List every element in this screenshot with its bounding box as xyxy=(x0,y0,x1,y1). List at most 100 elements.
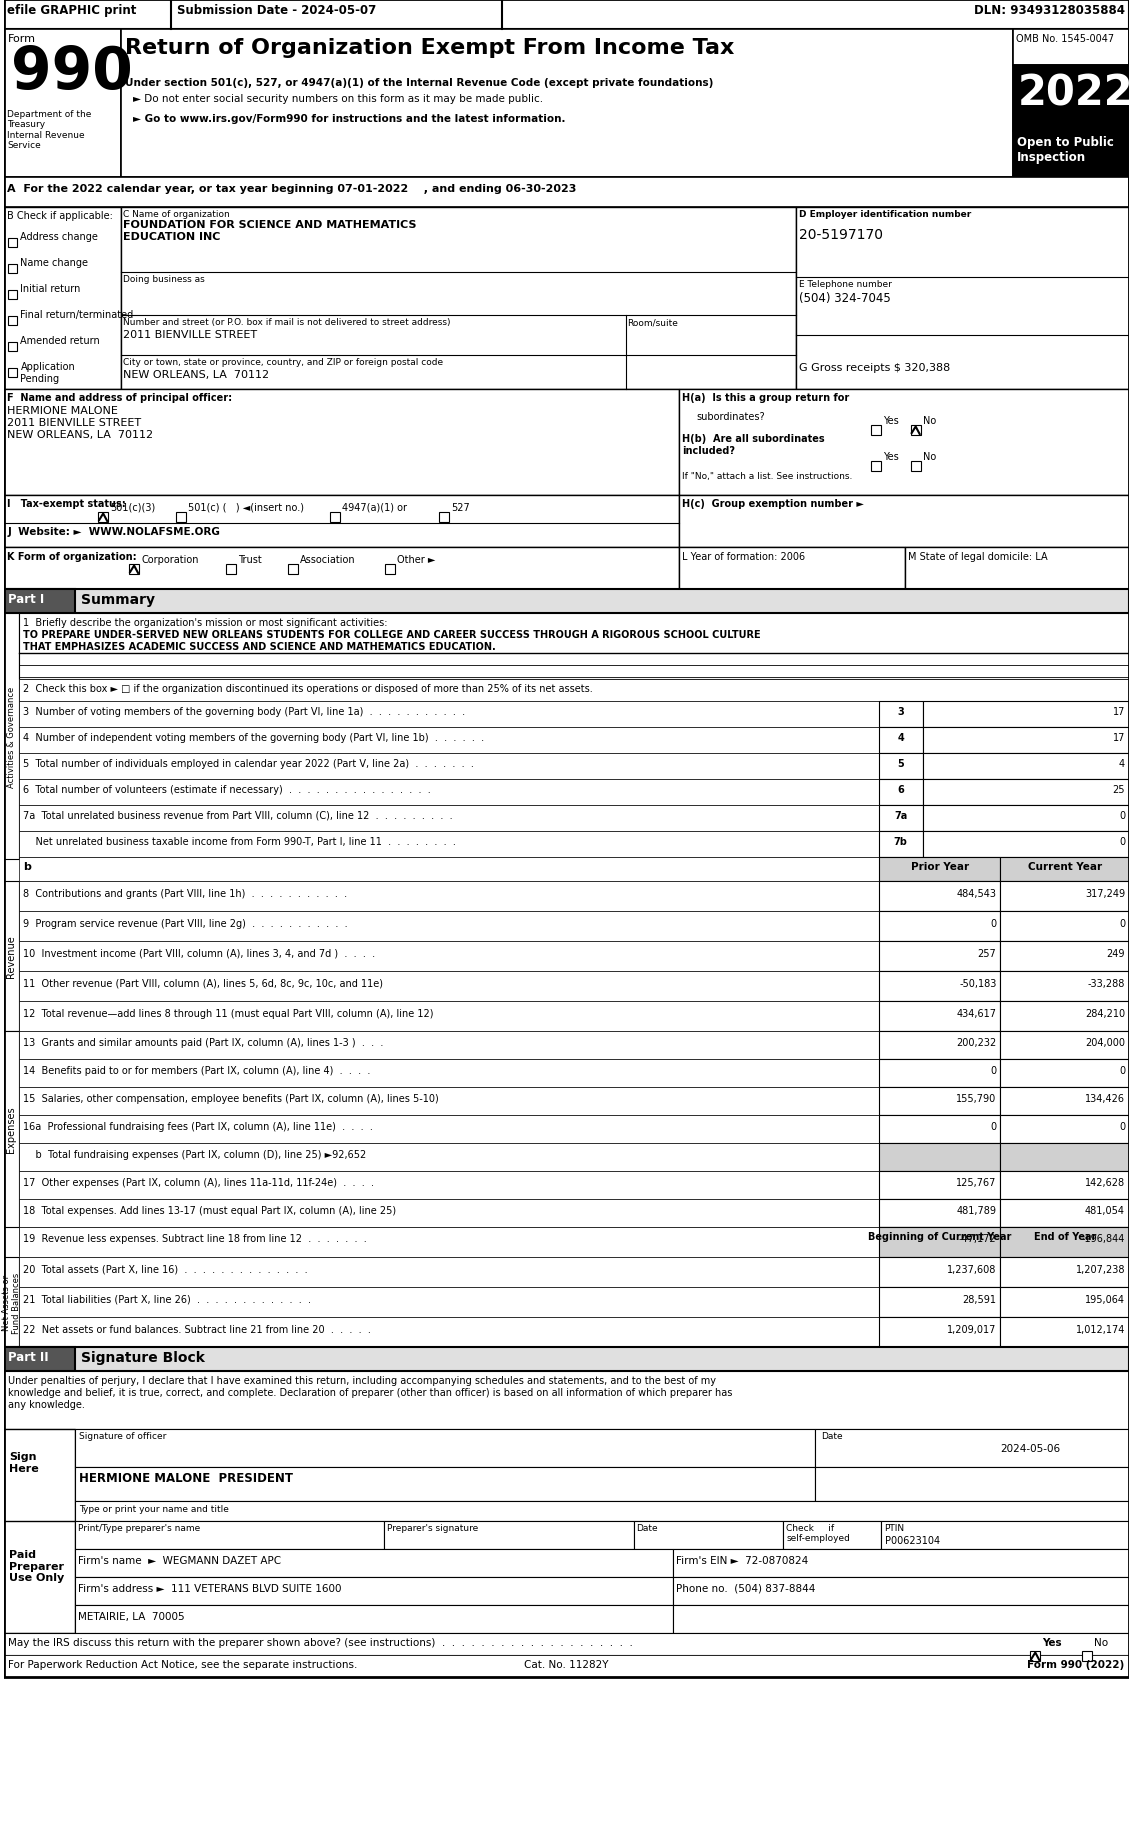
Bar xyxy=(870,461,881,472)
Text: C Name of organization: C Name of organization xyxy=(123,210,230,220)
Bar xyxy=(878,1032,1000,1060)
Text: 2  Check this box ► □ if the organization discontinued its operations or dispose: 2 Check this box ► □ if the organization… xyxy=(24,684,593,694)
Text: A  For the 2022 calendar year, or tax year beginning 07-01-2022    , and ending : A For the 2022 calendar year, or tax yea… xyxy=(8,183,577,194)
Bar xyxy=(878,754,922,780)
Bar xyxy=(76,1429,815,1468)
Text: NEW ORLEANS, LA  70112: NEW ORLEANS, LA 70112 xyxy=(8,430,154,439)
Bar xyxy=(1000,1318,1129,1347)
Text: G Gross receipts $ 320,388: G Gross receipts $ 320,388 xyxy=(799,362,951,373)
Bar xyxy=(3,390,680,496)
Text: ► Go to www.irs.gov/Form990 for instructions and the latest information.: ► Go to www.irs.gov/Form990 for instruct… xyxy=(133,113,566,124)
Text: Name change: Name change xyxy=(20,258,88,267)
Text: 18  Total expenses. Add lines 13-17 (must equal Part IX, column (A), line 25): 18 Total expenses. Add lines 13-17 (must… xyxy=(24,1206,396,1215)
Bar xyxy=(1082,1651,1092,1662)
Bar xyxy=(1000,858,1129,882)
Text: 4: 4 xyxy=(1119,759,1124,769)
Bar xyxy=(878,831,922,858)
Text: NEW ORLEANS, LA  70112: NEW ORLEANS, LA 70112 xyxy=(123,370,269,381)
Text: 0: 0 xyxy=(990,919,997,928)
Text: Signature of officer: Signature of officer xyxy=(79,1431,167,1440)
Bar xyxy=(19,679,1129,701)
Text: Submission Date - 2024-05-07: Submission Date - 2024-05-07 xyxy=(177,4,376,16)
Text: Firm's EIN ►  72-0870824: Firm's EIN ► 72-0870824 xyxy=(676,1556,808,1565)
Bar xyxy=(673,1605,1129,1632)
Text: End of Year: End of Year xyxy=(1033,1232,1096,1241)
Bar xyxy=(1000,1087,1129,1116)
Text: -50,183: -50,183 xyxy=(959,979,997,988)
Bar xyxy=(19,805,878,831)
Text: Firm's address ►  111 VETERANS BLVD SUITE 1600: Firm's address ► 111 VETERANS BLVD SUITE… xyxy=(78,1583,342,1594)
Bar xyxy=(1000,972,1129,1001)
Text: (504) 324-7045: (504) 324-7045 xyxy=(799,291,891,306)
Text: 0: 0 xyxy=(990,1065,997,1076)
Text: Firm's name  ►  WEGMANN DAZET APC: Firm's name ► WEGMANN DAZET APC xyxy=(78,1556,281,1565)
Text: Phone no.  (504) 837-8844: Phone no. (504) 837-8844 xyxy=(676,1583,816,1594)
Text: Application
Pending: Application Pending xyxy=(20,362,76,384)
Text: Amended return: Amended return xyxy=(20,337,100,346)
Bar xyxy=(288,565,298,575)
Bar xyxy=(878,701,922,728)
Bar xyxy=(922,805,1129,831)
Bar xyxy=(922,754,1129,780)
Text: 2022: 2022 xyxy=(1017,71,1129,113)
Bar xyxy=(384,1521,633,1550)
Bar xyxy=(9,370,17,377)
Text: Part II: Part II xyxy=(9,1351,49,1363)
Bar xyxy=(878,858,1000,882)
Text: 3  Number of voting members of the governing body (Part VI, line 1a)  .  .  .  .: 3 Number of voting members of the govern… xyxy=(24,706,465,717)
Bar xyxy=(1014,29,1129,66)
Text: Department of the
Treasury
Internal Revenue
Service: Department of the Treasury Internal Reve… xyxy=(8,110,91,150)
Text: 25: 25 xyxy=(1112,785,1124,794)
Text: -196,844: -196,844 xyxy=(1082,1233,1124,1243)
Text: 195,064: 195,064 xyxy=(1085,1294,1124,1305)
Text: B Check if applicable:: B Check if applicable: xyxy=(8,210,113,221)
Bar xyxy=(673,1550,1129,1577)
Text: 17: 17 xyxy=(1113,706,1124,717)
Bar xyxy=(19,882,878,911)
Bar xyxy=(922,831,1129,858)
Bar xyxy=(19,780,878,805)
Text: Under section 501(c), 527, or 4947(a)(1) of the Internal Revenue Code (except pr: Under section 501(c), 527, or 4947(a)(1)… xyxy=(125,79,714,88)
Text: HERMIONE MALONE: HERMIONE MALONE xyxy=(8,406,119,415)
Text: 204,000: 204,000 xyxy=(1085,1038,1124,1047)
Bar xyxy=(680,496,1129,547)
Bar xyxy=(19,1116,878,1144)
Text: 0: 0 xyxy=(990,1122,997,1131)
Text: For Paperwork Reduction Act Notice, see the separate instructions.: For Paperwork Reduction Act Notice, see … xyxy=(9,1660,358,1669)
Text: Current Year: Current Year xyxy=(1027,862,1102,871)
Bar xyxy=(19,972,878,1001)
Bar xyxy=(878,911,1000,941)
Bar xyxy=(870,426,881,436)
Text: P00623104: P00623104 xyxy=(885,1535,939,1545)
Bar xyxy=(76,1577,673,1605)
Text: 10  Investment income (Part VIII, column (A), lines 3, 4, and 7d )  .  .  .  .: 10 Investment income (Part VIII, column … xyxy=(24,948,376,959)
Bar xyxy=(3,613,19,860)
Text: 0: 0 xyxy=(1119,1065,1124,1076)
Bar xyxy=(3,29,121,178)
Bar xyxy=(19,941,878,972)
Text: Date: Date xyxy=(821,1431,842,1440)
Bar xyxy=(19,1144,878,1171)
Bar xyxy=(19,858,878,882)
Bar xyxy=(922,780,1129,805)
Text: Room/suite: Room/suite xyxy=(628,318,679,328)
Bar xyxy=(129,565,139,575)
Text: 249: 249 xyxy=(1106,948,1124,959)
Bar xyxy=(19,701,878,728)
Text: Summary: Summary xyxy=(81,593,156,608)
Text: I   Tax-exempt status:: I Tax-exempt status: xyxy=(8,500,126,509)
Text: Paid
Preparer
Use Only: Paid Preparer Use Only xyxy=(9,1550,64,1583)
Text: 501(c) (   ) ◄(insert no.): 501(c) ( ) ◄(insert no.) xyxy=(187,503,304,512)
Text: Number and street (or P.O. box if mail is not delivered to street address): Number and street (or P.O. box if mail i… xyxy=(123,318,450,328)
Text: Open to Public
Inspection: Open to Public Inspection xyxy=(1017,135,1114,165)
Bar xyxy=(1000,1171,1129,1199)
Text: 0: 0 xyxy=(1119,1122,1124,1131)
Text: subordinates?: subordinates? xyxy=(697,412,765,421)
Text: 4: 4 xyxy=(898,732,904,743)
Bar xyxy=(911,426,920,436)
Text: 4  Number of independent voting members of the governing body (Part VI, line 1b): 4 Number of independent voting members o… xyxy=(24,732,484,743)
Text: 484,543: 484,543 xyxy=(956,889,997,899)
Bar xyxy=(784,1521,881,1550)
Bar xyxy=(3,1032,19,1228)
Text: 14  Benefits paid to or for members (Part IX, column (A), line 4)  .  .  .  .: 14 Benefits paid to or for members (Part… xyxy=(24,1065,370,1076)
